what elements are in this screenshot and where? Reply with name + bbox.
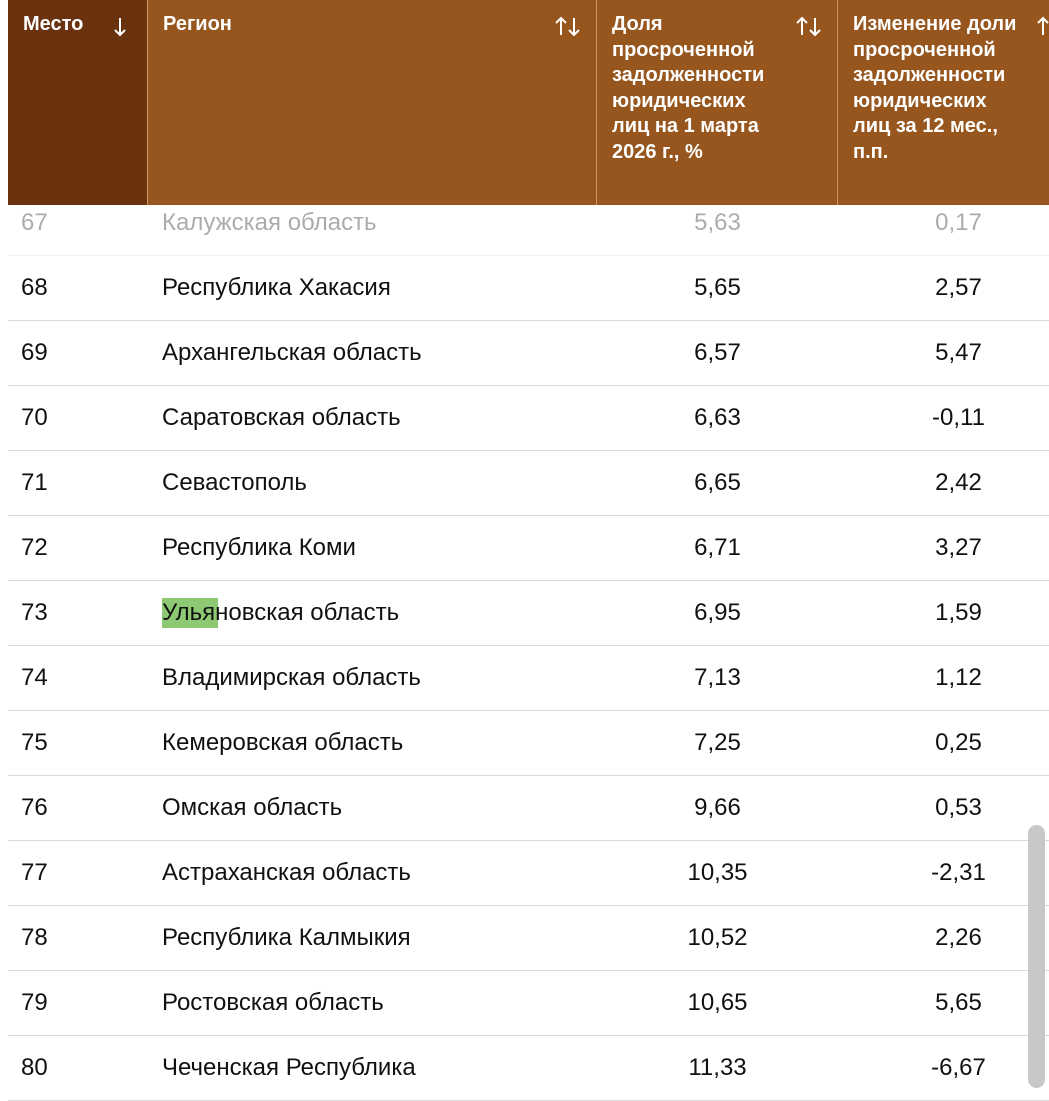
rank: 68 <box>21 274 48 301</box>
share-change: 0,53 <box>935 794 982 821</box>
region: Астраханская область <box>162 859 411 886</box>
share-change: 5,65 <box>935 989 982 1016</box>
table-row: 68 Республика Хакасия 5,65 2,57 <box>8 255 1049 321</box>
region: Севастополь <box>162 469 307 496</box>
overdue-share: 6,63 <box>694 404 741 431</box>
share-change: -2,31 <box>931 859 986 886</box>
region: Архангельская область <box>162 339 422 366</box>
sort-icon <box>555 16 580 37</box>
rank: 74 <box>21 664 48 691</box>
overdue-share: 6,71 <box>694 534 741 561</box>
sort-icon <box>1037 16 1049 35</box>
table-row: 79 Ростовская область 10,65 5,65 <box>8 970 1049 1036</box>
region: Калужская область <box>162 209 377 236</box>
header-label: Доля просроченной задолженности юридичес… <box>612 13 765 163</box>
overdue-share: 6,65 <box>694 469 741 496</box>
table-row: 73 Ульяновская область 6,95 1,59 <box>8 580 1049 646</box>
overdue-share: 5,63 <box>694 209 741 236</box>
share-change: 1,59 <box>935 599 982 626</box>
share-change: 3,27 <box>935 534 982 561</box>
table-row: 69 Архангельская область 6,57 5,47 <box>8 320 1049 386</box>
table-row: 77 Астраханская область 10,35 -2,31 <box>8 840 1049 906</box>
region: Омская область <box>162 794 343 821</box>
table-row: 74 Владимирская область 7,13 1,12 <box>8 645 1049 711</box>
rank: 69 <box>21 339 48 366</box>
region: Чеченская Республика <box>162 1054 416 1081</box>
region: Республика Калмыкия <box>162 924 411 951</box>
table: 67 Калужская область 5,63 0,17 68 Республика … <box>8 0 1049 1101</box>
share-change: 0,25 <box>935 729 982 756</box>
overdue-share: 6,95 <box>694 599 741 626</box>
table-row: 70 Саратовская область 6,63 -0,11 <box>8 385 1049 451</box>
column-header[interactable]: Регион <box>148 0 597 205</box>
rank: 71 <box>21 469 48 496</box>
region: Ульяновская область <box>162 599 400 626</box>
region: Ростовская область <box>162 989 384 1016</box>
rank: 72 <box>21 534 48 561</box>
header-label: Место <box>23 13 84 35</box>
column-header[interactable]: Место <box>8 0 148 205</box>
overdue-share: 11,33 <box>688 1054 747 1081</box>
overdue-share: 9,66 <box>694 794 741 821</box>
overdue-share: 10,35 <box>687 859 748 886</box>
table-row: 71 Севастополь 6,65 2,42 <box>8 450 1049 516</box>
scrollbar[interactable] <box>1028 825 1045 1088</box>
table-row: 80 Чеченская Республика 11,33 -6,67 <box>8 1035 1049 1101</box>
rank: 79 <box>21 989 48 1016</box>
overdue-share: 10,52 <box>687 924 748 951</box>
overdue-share: 5,65 <box>694 274 741 301</box>
overdue-share: 7,25 <box>694 729 741 756</box>
overdue-share: 6,57 <box>694 339 741 366</box>
share-change: 2,26 <box>935 924 982 951</box>
rank: 73 <box>21 599 48 626</box>
table-row: 76 Омская область 9,66 0,53 <box>8 775 1049 841</box>
share-change: -0,11 <box>932 404 985 431</box>
table-row: 75 Кемеровская область 7,25 0,25 <box>8 710 1049 776</box>
rank: 75 <box>21 729 48 756</box>
share-change: 2,57 <box>935 274 982 301</box>
region: Кемеровская область <box>162 729 404 756</box>
header-label: Изменение доли просроченной задолженност… <box>853 13 1017 163</box>
share-change: 5,47 <box>935 339 982 366</box>
column-header[interactable]: Изменение доли просроченной задолженност… <box>838 0 1049 205</box>
region: Саратовская область <box>162 404 401 431</box>
column-header[interactable]: Доля просроченной задолженности юридичес… <box>597 0 838 205</box>
table-row: 72 Республика Коми 6,71 3,27 <box>8 515 1049 581</box>
rank: 77 <box>21 859 48 886</box>
region: Республика Хакасия <box>162 274 391 301</box>
sort-icon <box>796 16 821 37</box>
rank: 80 <box>21 1054 48 1081</box>
rank: 78 <box>21 924 48 951</box>
share-change: 2,42 <box>935 469 982 496</box>
rank: 70 <box>21 404 48 431</box>
table-row: 67 Калужская область 5,63 0,17 <box>8 190 1049 256</box>
header-label: Регион <box>163 13 232 35</box>
sort-icon <box>114 18 126 37</box>
share-change: 1,12 <box>935 664 982 691</box>
table-row: 78 Республика Калмыкия 10,52 2,26 <box>8 905 1049 971</box>
region: Республика Коми <box>162 534 356 561</box>
overdue-share: 10,65 <box>687 989 748 1016</box>
rank: 76 <box>21 794 48 821</box>
rank: 67 <box>21 209 48 236</box>
search-highlight <box>162 598 218 628</box>
share-change: 0,17 <box>935 209 982 236</box>
share-change: -6,67 <box>931 1054 986 1081</box>
region: Владимирская область <box>162 664 421 691</box>
overdue-share: 7,13 <box>694 664 741 691</box>
